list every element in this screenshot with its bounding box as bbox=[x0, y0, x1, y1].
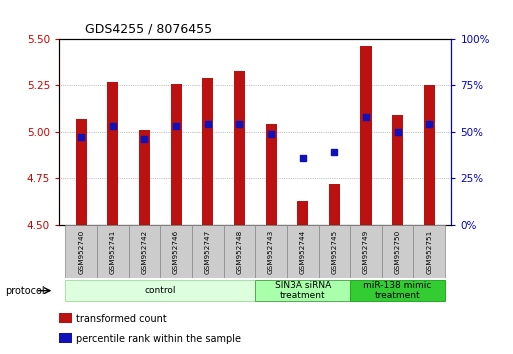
Text: percentile rank within the sample: percentile rank within the sample bbox=[76, 334, 241, 344]
Text: GSM952742: GSM952742 bbox=[142, 229, 147, 274]
Bar bbox=[75, 119, 87, 225]
Point bbox=[204, 121, 212, 127]
Bar bbox=[234, 70, 245, 225]
Bar bbox=[160, 225, 192, 278]
Bar bbox=[413, 225, 445, 278]
Bar bbox=[202, 78, 213, 225]
Text: transformed count: transformed count bbox=[76, 314, 167, 324]
Text: GSM952751: GSM952751 bbox=[426, 229, 432, 274]
Point bbox=[299, 155, 307, 161]
Text: GSM952741: GSM952741 bbox=[110, 229, 116, 274]
Text: GSM952747: GSM952747 bbox=[205, 229, 211, 274]
Bar bbox=[297, 201, 308, 225]
Text: GSM952744: GSM952744 bbox=[300, 229, 306, 274]
Bar bbox=[139, 130, 150, 225]
Point bbox=[172, 124, 180, 129]
Text: protocol: protocol bbox=[5, 286, 45, 296]
Point bbox=[141, 136, 149, 142]
Bar bbox=[255, 280, 350, 302]
Text: GSM952748: GSM952748 bbox=[236, 229, 243, 274]
Bar bbox=[319, 225, 350, 278]
Bar bbox=[97, 225, 129, 278]
Point bbox=[235, 121, 244, 127]
Point bbox=[109, 124, 117, 129]
Text: GSM952750: GSM952750 bbox=[394, 229, 401, 274]
Bar bbox=[192, 225, 224, 278]
Text: SIN3A siRNA
treatment: SIN3A siRNA treatment bbox=[274, 281, 331, 300]
Point bbox=[77, 135, 85, 140]
Text: miR-138 mimic
treatment: miR-138 mimic treatment bbox=[363, 281, 432, 300]
Text: GSM952745: GSM952745 bbox=[331, 229, 338, 274]
Bar bbox=[266, 124, 277, 225]
Text: GSM952740: GSM952740 bbox=[78, 229, 84, 274]
Bar bbox=[287, 225, 319, 278]
Text: GDS4255 / 8076455: GDS4255 / 8076455 bbox=[85, 22, 212, 35]
Bar bbox=[329, 184, 340, 225]
Point bbox=[362, 114, 370, 120]
Bar bbox=[361, 46, 371, 225]
Bar bbox=[350, 225, 382, 278]
Bar bbox=[170, 84, 182, 225]
Text: GSM952743: GSM952743 bbox=[268, 229, 274, 274]
Bar bbox=[392, 115, 403, 225]
Bar bbox=[224, 225, 255, 278]
Point bbox=[330, 149, 339, 155]
Bar bbox=[255, 225, 287, 278]
Text: control: control bbox=[145, 286, 176, 295]
Bar bbox=[129, 225, 160, 278]
Text: GSM952749: GSM952749 bbox=[363, 229, 369, 274]
Bar bbox=[107, 82, 119, 225]
Text: GSM952746: GSM952746 bbox=[173, 229, 179, 274]
Point bbox=[425, 121, 433, 127]
Point bbox=[267, 131, 275, 137]
Bar bbox=[65, 225, 97, 278]
Bar bbox=[65, 280, 255, 302]
Bar bbox=[382, 225, 413, 278]
Bar bbox=[424, 85, 435, 225]
Point bbox=[393, 129, 402, 135]
Bar bbox=[350, 280, 445, 302]
